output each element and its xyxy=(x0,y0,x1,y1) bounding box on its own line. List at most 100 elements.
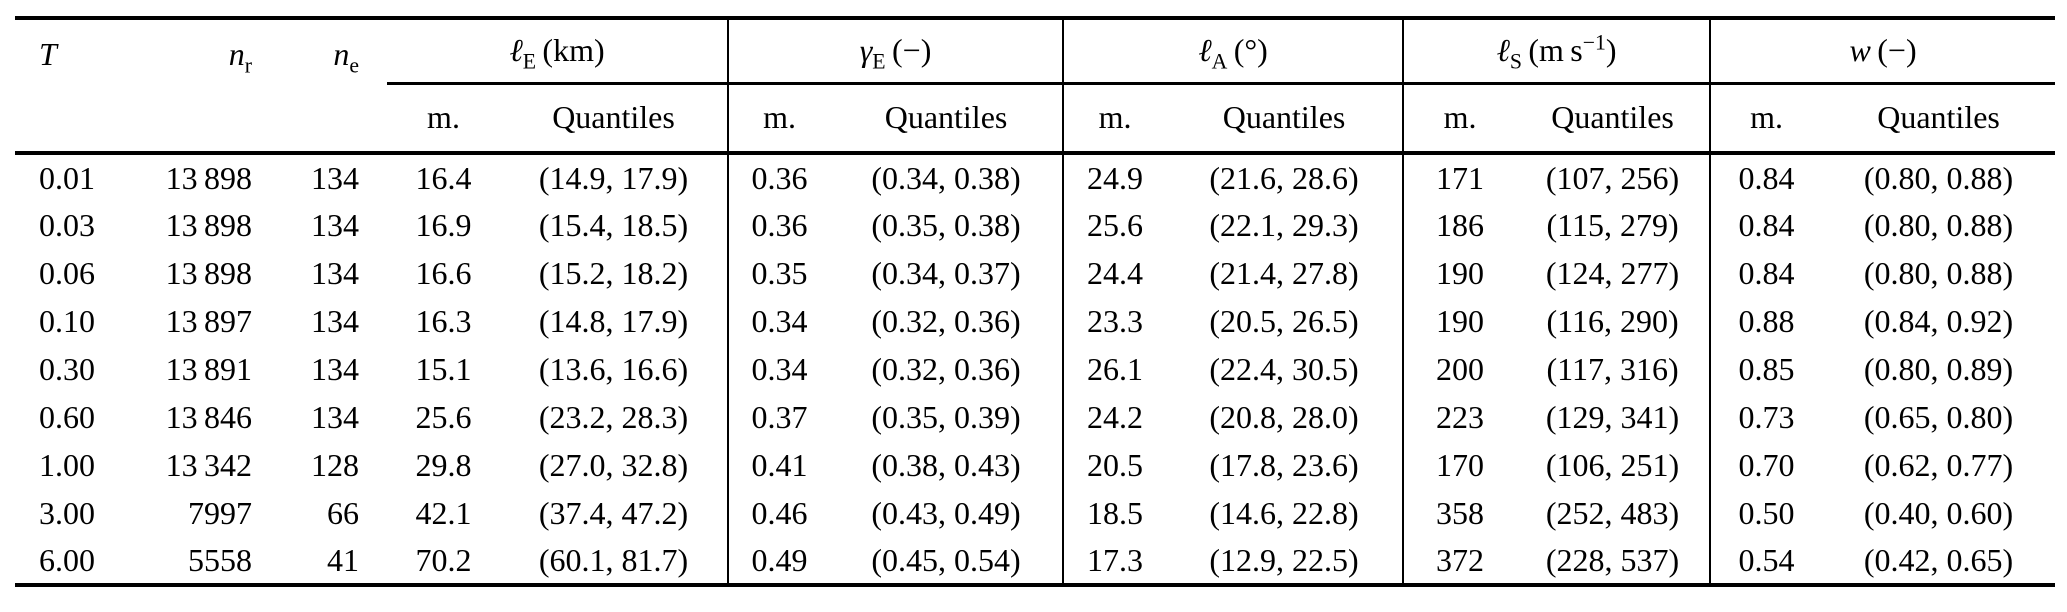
subheader-lA-median: m. xyxy=(1062,83,1167,155)
subheader-w-quantiles: Quantiles xyxy=(1822,83,2056,155)
cell-lS_m: 190 xyxy=(1402,297,1517,345)
cell-gE_m: 0.49 xyxy=(727,537,831,587)
cell-T: 0.01 xyxy=(39,159,95,196)
cell-lA_q: (12.9, 22.5) xyxy=(1166,537,1404,587)
cell-gE_q: (0.43, 0.49) xyxy=(871,494,1021,531)
cell-lA_m: 25.6 xyxy=(1062,201,1167,249)
cell-w_q: (0.80, 0.89) xyxy=(1863,350,2014,387)
cell-lS_q: (117, 316) xyxy=(1546,350,1679,387)
cell-gE_q: (0.38, 0.43) xyxy=(871,446,1021,483)
cell-T: 6.00 xyxy=(15,537,145,587)
cell-gE_m: 0.36 xyxy=(727,201,831,249)
cell-lA_m: 18.5 xyxy=(1062,489,1167,537)
cell-T: 0.10 xyxy=(39,302,95,339)
cell-T: 0.30 xyxy=(39,350,95,387)
subheader-lE-median: m. xyxy=(387,83,500,155)
cell-ne: 134 xyxy=(311,254,359,291)
cell-w_m: 0.88 xyxy=(1709,297,1823,345)
group-header-lE: ℓE (km) xyxy=(387,16,729,85)
cell-ne: 66 xyxy=(327,494,359,531)
cell-lE_q: (23.2, 28.3) xyxy=(538,398,689,435)
cell-w_m: 0.70 xyxy=(1709,441,1823,489)
cell-w_m: 0.84 xyxy=(1709,201,1823,249)
cell-lS_q: (107, 256) xyxy=(1545,159,1680,196)
cell-nr: 13 342 xyxy=(165,446,252,483)
cell-lA_q: (20.8, 28.0) xyxy=(1209,398,1359,435)
cell-nr: 13 898 xyxy=(165,254,252,291)
cell-gE_m: 0.35 xyxy=(727,249,831,297)
subheader-lA-quantiles: Quantiles xyxy=(1166,83,1404,155)
subheader-w-median: m. xyxy=(1709,83,1823,155)
table-row: 0.06 13 898 134 16.6 (15.2, 18.2) 0.35 (0.34, … xyxy=(15,249,2055,297)
col-header-nr: nr xyxy=(145,16,262,155)
cell-lE_m: 16.6 xyxy=(415,254,472,291)
cell-lS_q: (129, 341) xyxy=(1545,398,1680,435)
group-header-row: T nr ne ℓE (km) γE (−) ℓA (°) ℓS (m s−1)… xyxy=(15,16,2056,155)
cell-lA_m: 20.5 xyxy=(1062,441,1167,489)
cell-lS_q: (115, 279) xyxy=(1546,206,1679,243)
cell-nr: 7997 xyxy=(188,494,252,531)
cell-lS_m: 358 xyxy=(1402,489,1517,537)
cell-lS_m: 223 xyxy=(1402,393,1517,441)
group-header-lA: ℓA (°) xyxy=(1062,16,1404,85)
cell-ne: 41 xyxy=(262,537,387,587)
cell-lS_q: (228, 537) xyxy=(1516,537,1711,587)
cell-lE_m: 25.6 xyxy=(415,398,472,435)
cell-ne: 134 xyxy=(311,350,359,387)
cell-gE_q: (0.34, 0.38) xyxy=(871,159,1021,196)
cell-gE_q: (0.34, 0.37) xyxy=(871,254,1021,291)
subheader-lS-median: m. xyxy=(1402,83,1517,155)
sub-header-row: m. Quantiles m. Quantiles m. Quantiles m… xyxy=(15,83,2056,155)
cell-gE_q: (0.45, 0.54) xyxy=(830,537,1064,587)
cell-w_q: (0.80, 0.88) xyxy=(1863,159,2014,196)
cell-gE_q: (0.32, 0.36) xyxy=(871,302,1021,339)
cell-w_q: (0.84, 0.92) xyxy=(1863,302,2014,339)
cell-lA_m: 23.3 xyxy=(1062,297,1167,345)
cell-lE_m: 29.8 xyxy=(415,446,472,483)
cell-lA_m: 17.3 xyxy=(1062,537,1167,587)
cell-lS_m: 171 xyxy=(1402,153,1517,201)
cell-lA_m: 24.9 xyxy=(1062,153,1167,201)
cell-w_q: (0.80, 0.88) xyxy=(1863,254,2014,291)
cell-gE_q: (0.35, 0.39) xyxy=(871,398,1021,435)
subheader-lE-quantiles: Quantiles xyxy=(500,83,729,155)
cell-nr: 13 891 xyxy=(165,350,252,387)
cell-w_q: (0.80, 0.88) xyxy=(1863,206,2014,243)
cell-lE_m: 42.1 xyxy=(415,494,472,531)
cell-lS_q: (124, 277) xyxy=(1545,254,1680,291)
cell-gE_m: 0.46 xyxy=(727,489,831,537)
cell-lA_q: (22.1, 29.3) xyxy=(1209,206,1359,243)
cell-w_q: (0.42, 0.65) xyxy=(1822,537,2056,587)
cell-nr: 13 897 xyxy=(165,302,252,339)
table-row: 6.00 5558 41 70.2 (60.1, 81.7) 0.49 (0.45, 0.5… xyxy=(15,537,2056,587)
cell-lE_q: (13.6, 16.6) xyxy=(538,350,689,387)
cell-ne: 134 xyxy=(311,159,359,196)
cell-lA_m: 24.4 xyxy=(1062,249,1167,297)
table-row: 0.30 13 891 134 15.1 (13.6, 16.6) 0.34 (0.32, … xyxy=(15,345,2055,393)
cell-w_m: 0.85 xyxy=(1709,345,1823,393)
cell-lA_q: (22.4, 30.5) xyxy=(1209,350,1359,387)
cell-lE_q: (37.4, 47.2) xyxy=(538,494,689,531)
cell-lS_m: 190 xyxy=(1402,249,1517,297)
cell-gE_q: (0.32, 0.36) xyxy=(871,350,1021,387)
cell-lS_q: (252, 483) xyxy=(1545,494,1680,531)
cell-w_q: (0.62, 0.77) xyxy=(1863,446,2014,483)
cell-gE_m: 0.41 xyxy=(727,441,831,489)
cell-gE_m: 0.37 xyxy=(727,393,831,441)
cell-T: 0.60 xyxy=(39,398,95,435)
cell-gE_q: (0.35, 0.38) xyxy=(871,206,1021,243)
cell-gE_m: 0.34 xyxy=(727,297,831,345)
cell-lE_m: 15.1 xyxy=(415,350,472,387)
table-body: 0.01 13 898 134 16.4 (14.9, 17.9) 0.36 (0.34, … xyxy=(15,153,2056,587)
cell-T: 0.03 xyxy=(39,206,95,243)
cell-lE_m: 70.2 xyxy=(387,537,500,587)
cell-lA_q: (21.4, 27.8) xyxy=(1209,254,1359,291)
cell-T: 3.00 xyxy=(39,494,95,531)
col-header-T-label: T xyxy=(39,36,57,72)
cell-w_q: (0.65, 0.80) xyxy=(1863,398,2014,435)
cell-ne: 128 xyxy=(311,446,359,483)
cell-lS_m: 200 xyxy=(1402,345,1517,393)
subheader-gammaE-median: m. xyxy=(727,83,831,155)
table-header: T nr ne ℓE (km) γE (−) ℓA (°) ℓS (m s−1)… xyxy=(15,16,2056,155)
